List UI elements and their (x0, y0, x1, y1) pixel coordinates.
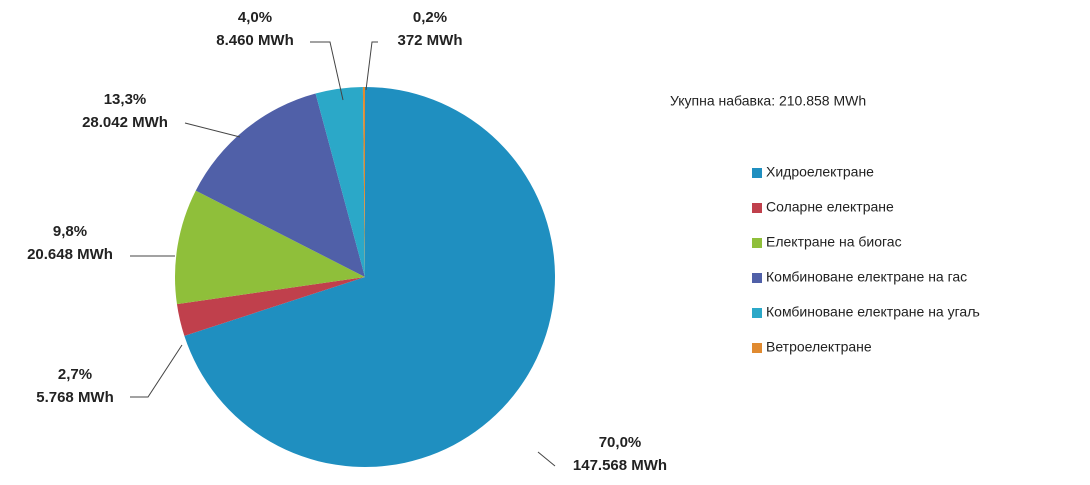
legend-label: Комбиноване електране на гас (766, 269, 967, 285)
percentage-label: 9,8% (53, 223, 87, 240)
value-label: 5.768 MWh (36, 389, 114, 406)
pie-slice (195, 93, 365, 277)
leader-line (365, 41, 378, 91)
value-label: 8.460 MWh (216, 32, 294, 49)
legend-label: Електране на биогас (766, 234, 902, 250)
percentage-label: 13,3% (104, 91, 147, 108)
legend-swatch (752, 343, 762, 353)
legend-label: Ветроелектране (766, 339, 872, 355)
pie-slice (176, 277, 365, 336)
legend-swatch (752, 308, 762, 318)
leader-line (537, 451, 556, 467)
value-label: 20.648 MWh (27, 246, 113, 263)
percentage-label: 2,7% (58, 366, 92, 383)
subtitle: Укупна набавка: 210.858 MWh (670, 93, 866, 109)
legend-swatch (752, 273, 762, 283)
leader-line (184, 122, 241, 138)
value-label: 147.568 MWh (573, 457, 667, 474)
legend-label: Хидроелектране (766, 164, 874, 180)
pie-slice (362, 87, 365, 277)
pie-slice (184, 87, 555, 467)
pie-slice (315, 87, 365, 277)
percentage-label: 70,0% (599, 434, 642, 451)
percentage-label: 4,0% (238, 9, 272, 26)
legend-swatch (752, 168, 762, 178)
value-label: 372 MWh (397, 32, 462, 49)
pie-slice (175, 190, 365, 305)
legend-label: Комбиноване електране на угаљ (766, 304, 980, 320)
value-label: 28.042 MWh (82, 114, 168, 131)
legend-swatch (752, 238, 762, 248)
legend-label: Соларне електране (766, 199, 894, 215)
leader-line (130, 344, 183, 398)
leader-line (310, 41, 344, 101)
legend-swatch (752, 203, 762, 213)
percentage-label: 0,2% (413, 9, 447, 26)
